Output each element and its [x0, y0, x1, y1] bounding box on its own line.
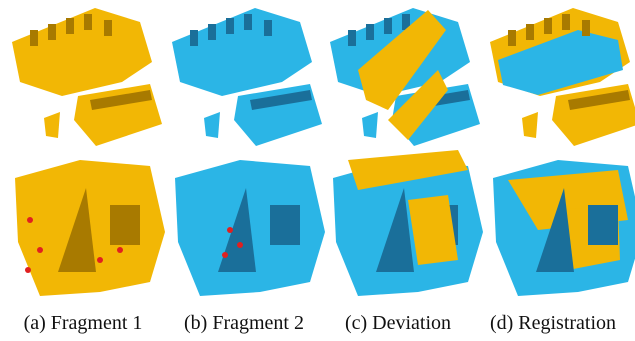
- caption: (c) Deviation: [345, 312, 451, 335]
- panel-c: [330, 8, 483, 296]
- panel-a: [12, 8, 165, 296]
- caption: (b) Fragment 2: [184, 312, 304, 335]
- panel-d: [490, 8, 635, 296]
- figure: (a) Fragment 1 (b) Fragment 2 (c) Deviat…: [0, 0, 635, 341]
- caption: (a) Fragment 1: [24, 312, 143, 335]
- panels: [0, 0, 635, 300]
- caption: (d) Registration: [490, 312, 616, 335]
- panel-b: [172, 8, 325, 296]
